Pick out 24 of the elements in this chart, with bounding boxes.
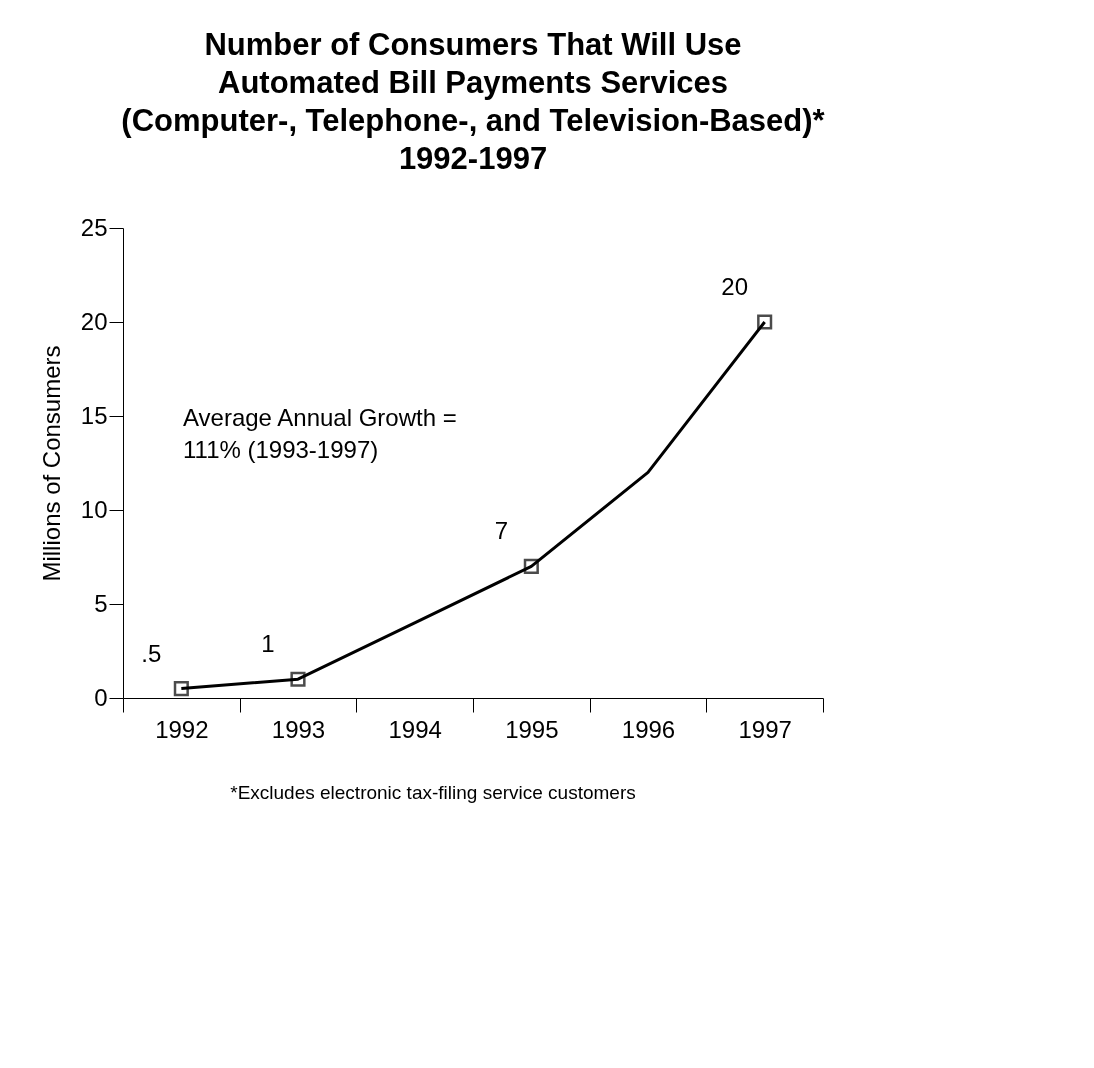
x-tick-label: 1994 — [388, 715, 442, 743]
y-axis-title: Millions of Consumers — [37, 345, 65, 582]
x-tick-label: 1993 — [271, 715, 326, 743]
point — [173, 681, 189, 697]
data-label: 7 — [494, 517, 509, 545]
annotation: Average Annual Growth = 111% (1993-1997) — [183, 403, 457, 463]
point — [290, 671, 306, 687]
y-tick-label: 15 — [80, 401, 108, 429]
y-tick-label: 10 — [80, 495, 108, 523]
x-tick-label: 1996 — [621, 715, 676, 743]
x-tick-label: 1992 — [155, 715, 209, 743]
y-tick-label: 25 — [80, 213, 108, 241]
chart-title: Number of Consumers That Will Use Automated Bill Payments Services (Computer-, Telephone-, and Television-Based)* 1992-1997 — [121, 27, 826, 176]
data-label: 20 — [721, 273, 749, 300]
y-tick-label: 5 — [94, 589, 108, 617]
point — [757, 314, 773, 330]
x-tick-label: 1997 — [738, 715, 792, 743]
x-tick-label: 1995 — [505, 715, 559, 743]
point — [523, 558, 539, 574]
text: *Excludes electronic tax-filing service customers — [230, 782, 636, 803]
data-label: 1 — [261, 630, 275, 658]
data-label: .5 — [141, 639, 162, 667]
y-tick-label: 20 — [80, 307, 108, 335]
y-tick-label: 0 — [94, 683, 108, 711]
